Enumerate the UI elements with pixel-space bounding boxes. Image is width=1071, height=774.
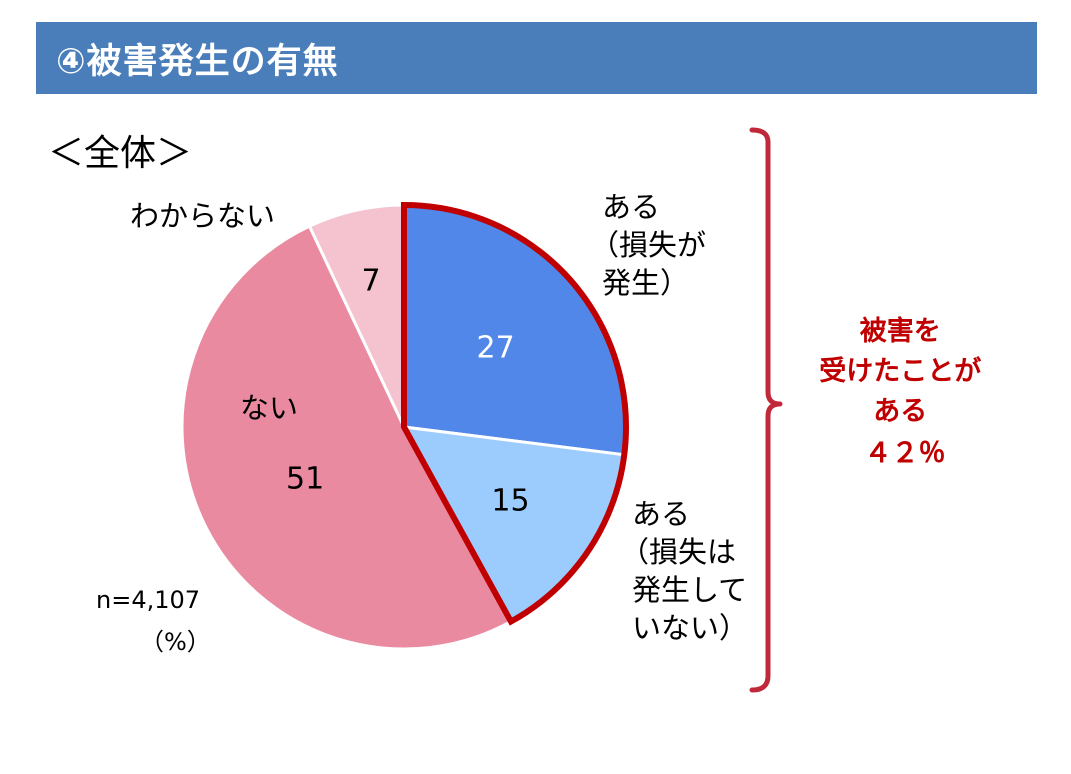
label-none: ない [240,391,298,425]
header-title: ④被害発生の有無 [56,41,339,82]
header-bar: ④被害発生の有無 [36,22,1037,94]
value-labels: 27 15 51 7 [286,264,530,519]
slice-none [180,224,513,651]
label-loss-occurred: ある （損失が 発生） [590,190,715,300]
value-unknown: 7 [362,264,381,299]
highlight-callout: 被害を 受けたことが ある ４２％ [819,315,990,469]
unit-label: （%） [140,628,211,656]
label-no-loss: ある （損失は 発生して いない） [620,497,756,645]
chart-subtitle: ＜全体＞ [48,133,193,174]
highlight-outline [401,201,629,626]
sample-size: n=4,107 [96,586,200,614]
value-no-loss: 15 [491,483,529,518]
value-none: 51 [286,461,324,496]
highlight-bracket [749,127,783,693]
label-unknown: わからない [130,199,275,233]
value-loss-occurred: 27 [476,330,514,365]
